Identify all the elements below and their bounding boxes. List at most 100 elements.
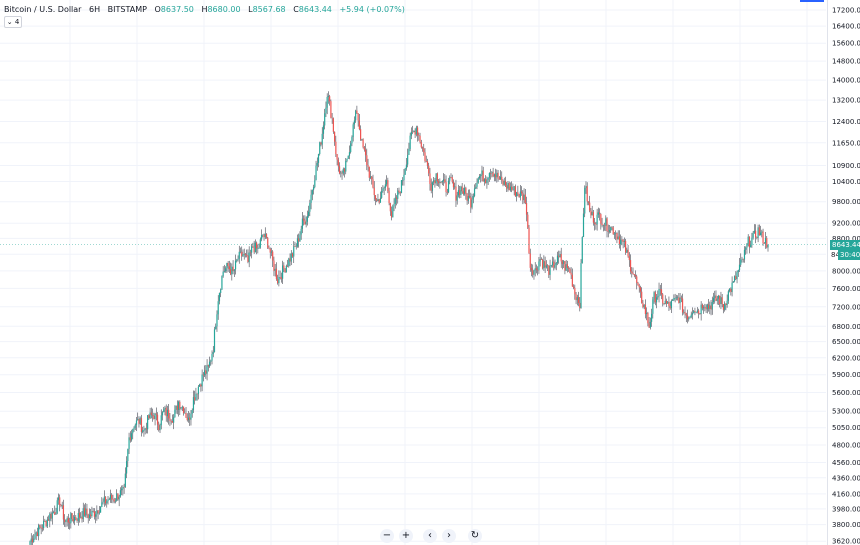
candle: [310, 189, 312, 210]
candle-body: [472, 195, 474, 200]
candle-body: [586, 186, 588, 202]
candle-body: [185, 412, 187, 418]
candle: [648, 316, 650, 328]
candle-body: [629, 260, 632, 272]
candle-body: [351, 137, 353, 144]
candle: [81, 510, 83, 523]
zoom-in-button[interactable]: +: [399, 529, 413, 543]
candle: [558, 250, 560, 264]
candle: [418, 132, 420, 141]
candle: [164, 405, 166, 416]
candle: [129, 431, 131, 443]
candle-body: [655, 297, 658, 303]
candle-body: [388, 191, 390, 204]
candle-body: [81, 516, 83, 520]
candle: [332, 117, 334, 134]
candle: [575, 291, 577, 305]
candle-body: [748, 236, 751, 248]
candle-body: [511, 186, 513, 190]
candle: [605, 215, 607, 232]
candle-body: [38, 525, 40, 537]
candle: [51, 508, 53, 525]
candle-body: [274, 268, 276, 271]
candle: [674, 293, 676, 303]
candle-body: [659, 288, 661, 290]
price-axis[interactable]: 3620.00 3800.00 3980.00 4160.00 4360.00 4560.…: [827, 0, 860, 545]
scroll-left-button[interactable]: ‹: [423, 529, 437, 543]
candle: [40, 524, 42, 535]
candle-body: [543, 261, 545, 269]
candle: [101, 497, 103, 508]
candle: [426, 158, 429, 169]
scroll-right-button[interactable]: ›: [442, 529, 456, 543]
candle: [210, 359, 212, 366]
candle: [202, 372, 204, 382]
candle-body: [43, 520, 45, 529]
time-marker: [800, 0, 824, 2]
candle: [667, 301, 669, 304]
candle-body: [153, 415, 155, 419]
candle-body: [158, 424, 160, 431]
candle: [377, 193, 379, 202]
candle: [296, 234, 299, 248]
candle: [681, 293, 684, 316]
candle: [423, 143, 425, 156]
candle-body: [663, 303, 665, 304]
reset-chart-button[interactable]: ↻: [468, 529, 482, 543]
candle-body: [195, 393, 197, 401]
candle: [257, 244, 259, 254]
indicators-toggle-button[interactable]: ⌄ 4: [4, 16, 22, 28]
y-tick-label: 5600.00: [832, 389, 860, 397]
candle: [654, 290, 656, 306]
candle: [663, 303, 665, 306]
candle: [435, 172, 437, 186]
candle-body: [673, 298, 675, 301]
candle-body: [434, 180, 436, 184]
zoom-out-button[interactable]: −: [380, 529, 394, 543]
candle: [477, 177, 479, 184]
candle-body: [643, 304, 645, 308]
candle: [758, 224, 760, 236]
candle-body: [435, 173, 437, 184]
candle-body: [685, 313, 687, 316]
candle-body: [563, 261, 565, 264]
candle-body: [47, 519, 50, 521]
candle: [251, 243, 253, 259]
candle: [166, 405, 169, 423]
y-tick-label: 17200.00: [832, 6, 860, 14]
candle-body: [478, 176, 481, 179]
symbol-name[interactable]: Bitcoin / U.S. Dollar: [4, 5, 82, 14]
candle-body: [161, 412, 164, 416]
candle-body: [620, 239, 622, 245]
interval-label[interactable]: 6H: [89, 5, 101, 14]
candle: [657, 290, 659, 300]
candle: [246, 249, 248, 258]
candle-body: [283, 265, 285, 269]
candle: [399, 191, 401, 197]
candle-body: [342, 168, 344, 174]
candle: [565, 260, 567, 271]
candle-body: [585, 186, 587, 188]
y-tick-label: 4360.00: [832, 474, 860, 482]
candle-body: [623, 240, 625, 242]
candle-body: [222, 271, 224, 277]
candle: [714, 290, 716, 304]
candle-body: [59, 497, 61, 505]
candle-body: [459, 190, 461, 195]
candle-body: [761, 231, 763, 233]
candle: [691, 307, 694, 320]
candle-body: [569, 268, 571, 273]
candle-body: [721, 297, 723, 305]
candle: [194, 390, 196, 405]
candle-body: [665, 300, 668, 304]
candle: [168, 403, 170, 425]
candle-body: [559, 253, 561, 258]
candle: [290, 250, 292, 266]
candle-body: [597, 212, 599, 215]
candle-body: [568, 267, 570, 269]
candle-body: [192, 397, 195, 411]
candle-body: [237, 258, 239, 260]
candle: [75, 515, 77, 521]
